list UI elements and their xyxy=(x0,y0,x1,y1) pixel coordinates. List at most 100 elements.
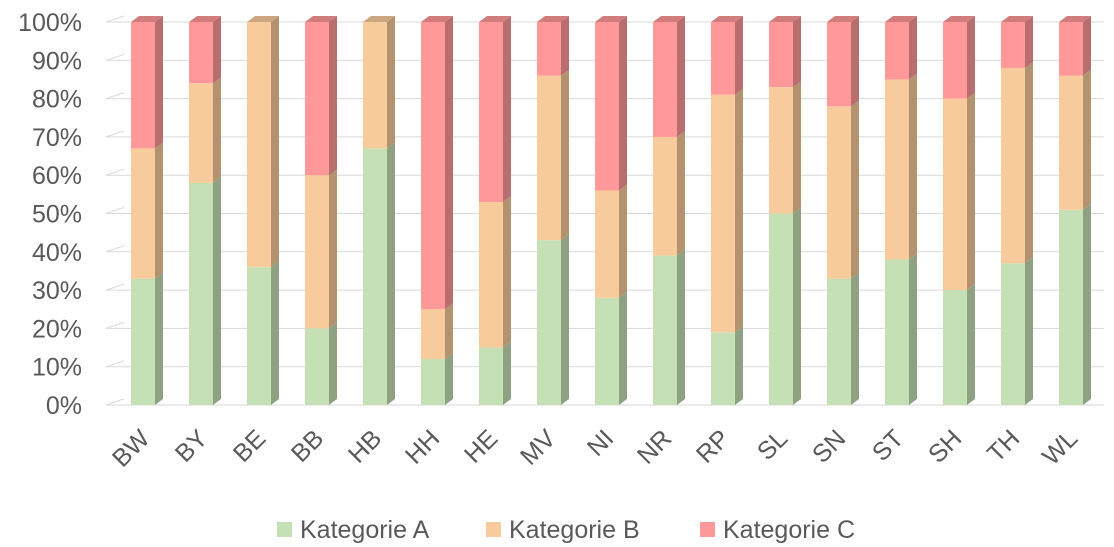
x-category-label: HB xyxy=(343,424,387,468)
bar-segment xyxy=(943,92,975,291)
bar-segment xyxy=(537,69,569,241)
bar-top-cap xyxy=(1001,16,1033,22)
bar-HB xyxy=(363,16,395,405)
bar-top-cap xyxy=(421,16,453,22)
y-tick-label: 0% xyxy=(46,392,82,420)
bar-segment xyxy=(595,184,627,298)
gridline-depth xyxy=(105,130,125,138)
x-category-label: BY xyxy=(170,424,214,468)
y-tick-label: 60% xyxy=(32,162,82,190)
bar-segment xyxy=(1001,257,1033,405)
bar-BY xyxy=(189,16,221,405)
bar-segment xyxy=(189,77,221,183)
bar-BB xyxy=(305,16,337,405)
bar-segment xyxy=(595,16,627,191)
bar-segment xyxy=(131,272,163,405)
legend-label: Kategorie B xyxy=(509,516,640,544)
bar-BW xyxy=(131,16,163,405)
bar-top-cap xyxy=(479,16,511,22)
bar-segment xyxy=(711,16,743,95)
bar-WL xyxy=(1059,16,1091,405)
x-category-label: TH xyxy=(982,424,1025,467)
legend-swatch xyxy=(700,522,715,537)
y-tick-label: 50% xyxy=(32,201,82,229)
x-category-label: BE xyxy=(228,424,271,467)
y-tick-label: 90% xyxy=(32,47,82,75)
bar-segment xyxy=(769,81,801,214)
bar-NI xyxy=(595,16,627,405)
x-category-label: ST xyxy=(867,424,909,466)
bar-segment xyxy=(421,353,453,405)
x-category-label: SN xyxy=(807,424,851,468)
bar-segment xyxy=(711,326,743,405)
bar-segment xyxy=(1059,203,1091,405)
bar-SN xyxy=(827,16,859,405)
y-tick-label: 40% xyxy=(32,239,82,267)
gridline-depth xyxy=(105,15,125,23)
x-category-label: RP xyxy=(691,424,735,468)
legend-item: Kategorie B xyxy=(486,516,640,544)
bar-segment xyxy=(131,16,163,149)
bar-segment xyxy=(189,176,221,405)
bar-segment xyxy=(711,88,743,333)
legend-swatch xyxy=(486,522,501,537)
x-category-label: BB xyxy=(286,424,329,467)
gridline-depth xyxy=(105,53,125,61)
bar-top-cap xyxy=(305,16,337,22)
bar-segment xyxy=(653,249,685,405)
gridline-depth xyxy=(105,321,125,329)
legend: Kategorie A Kategorie B Kategorie C xyxy=(277,516,855,544)
bar-segment xyxy=(131,142,163,279)
x-category-label: HE xyxy=(459,424,503,468)
bar-top-cap xyxy=(885,16,917,22)
y-tick-label: 30% xyxy=(32,277,82,305)
bar-segment xyxy=(885,16,917,80)
bar-segment xyxy=(1059,69,1091,210)
x-category-label: SL xyxy=(752,424,793,465)
gridline-depth xyxy=(105,245,125,253)
gridline-depth xyxy=(105,398,125,406)
bar-BE xyxy=(247,16,279,405)
bar-segment xyxy=(769,16,801,88)
bar-TH xyxy=(1001,16,1033,405)
bar-top-cap xyxy=(653,16,685,22)
legend-swatch xyxy=(277,522,292,537)
bar-segment xyxy=(943,16,975,99)
bar-top-cap xyxy=(189,16,221,22)
gridline-depth xyxy=(105,92,125,100)
bar-segment xyxy=(943,284,975,405)
bar-segment xyxy=(247,16,279,268)
bar-MV xyxy=(537,16,569,405)
gridline-depth xyxy=(105,168,125,176)
bar-SL xyxy=(769,16,801,405)
bar-segment xyxy=(421,303,453,360)
legend-label: Kategorie C xyxy=(723,516,855,544)
y-axis-tick-labels: 0% 10% 20% 30% 40% 50% 60% 70% 80% 90% 100% xyxy=(18,9,82,420)
bar-RP xyxy=(711,16,743,405)
bar-segment xyxy=(305,322,337,405)
bar-segment xyxy=(537,16,569,76)
bar-top-cap xyxy=(131,16,163,22)
bar-segment xyxy=(479,341,511,405)
gridline-depth xyxy=(105,283,125,291)
bar-segment xyxy=(769,207,801,405)
bar-NR xyxy=(653,16,685,405)
bar-top-cap xyxy=(595,16,627,22)
bar-top-cap xyxy=(943,16,975,22)
legend-item: Kategorie C xyxy=(700,516,855,544)
x-axis-category-labels: BW BY BE BB HB HH HE MV NI NR RP SL SN ST SH TH WL xyxy=(107,424,1083,473)
bar-SH xyxy=(943,16,975,405)
bar-segment xyxy=(479,196,511,348)
bar-segment xyxy=(305,169,337,329)
bar-segment xyxy=(421,16,453,310)
bar-segment xyxy=(653,130,685,256)
bar-ST xyxy=(885,16,917,405)
bar-segment xyxy=(479,16,511,203)
gridline-depth xyxy=(105,360,125,368)
bar-HE xyxy=(479,16,511,405)
x-category-label: SH xyxy=(923,424,967,468)
y-tick-label: 20% xyxy=(32,315,82,343)
y-tick-label: 100% xyxy=(18,9,82,37)
bar-top-cap xyxy=(247,16,279,22)
